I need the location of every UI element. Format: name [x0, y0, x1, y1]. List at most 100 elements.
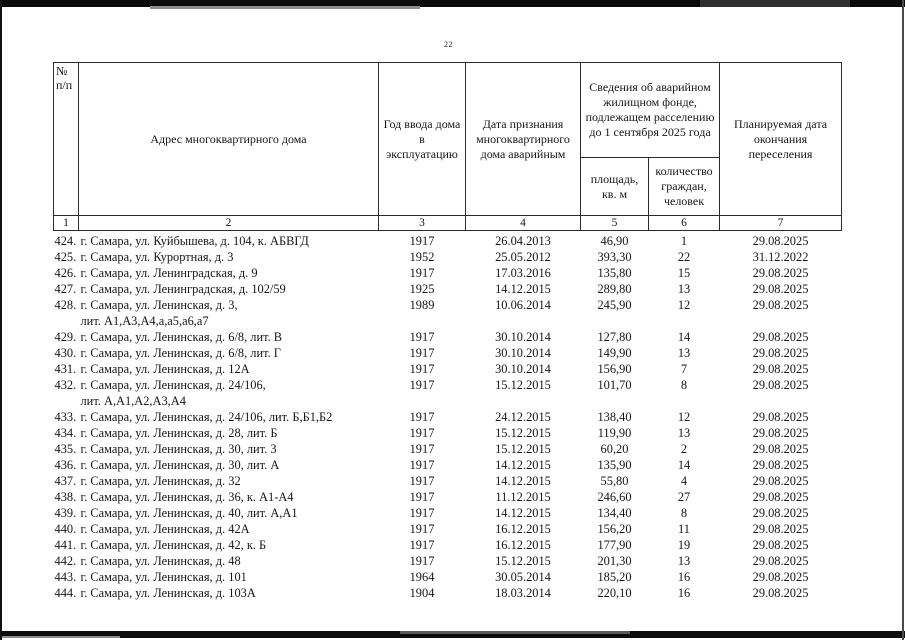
column-number: 1 [53, 215, 79, 231]
cell-planned-date: 31.12.2022 [752, 250, 809, 264]
cell-recognition-date: 30.10.2014 [495, 346, 551, 360]
table-row: 434. г. Самара, ул. Ленинская, д. 28, лит… [54, 425, 842, 441]
column-number: 2 [78, 215, 379, 231]
cell-commission-year: 1917 [409, 410, 435, 424]
cell-address: г. Самара, ул. Ленинская, д. 30, лит. 3 [79, 441, 379, 457]
header-citizens: количество граждан, человек [647, 157, 721, 216]
column-number: 4 [465, 215, 581, 231]
address-line: г. Самара, ул. Куйбышева, д. 104, к. АБВ… [80, 234, 309, 248]
address-line: г. Самара, ул. Ленинская, д. 36, к. А1-А… [80, 490, 294, 504]
cell-planned-date: 29.08.2025 [752, 378, 809, 392]
cell-address: г. Самара, ул. Ленинская, д. 42А [79, 521, 379, 537]
address-line: г. Самара, ул. Ленинская, д. 101 [80, 570, 247, 584]
cell-recognition-date: 17.03.2016 [495, 266, 551, 280]
table-row: 427. г. Самара, ул. Ленинградская, д. 102… [54, 281, 842, 297]
cell-area: 135,90 [597, 458, 632, 472]
cell-recognition-date: 15.12.2015 [495, 378, 551, 392]
cell-area: 220,10 [597, 586, 632, 600]
page-number: 22 [444, 40, 453, 49]
scan-artifact-bottom-gray-2 [0, 636, 120, 638]
cell-recognition-date: 30.10.2014 [495, 330, 551, 344]
cell-area: 127,80 [597, 330, 632, 344]
cell-row-number: 429. [54, 330, 77, 344]
cell-row-number: 427. [54, 282, 77, 296]
table-row: 441. г. Самара, ул. Ленинская, д. 42, к. … [54, 537, 842, 553]
cell-address: г. Самара, ул. Ленинская, д. 103А [79, 585, 379, 601]
table-body: 424. г. Самара, ул. Куйбышева, д. 104, к.… [54, 231, 842, 602]
cell-planned-date: 29.08.2025 [752, 298, 809, 312]
cell-planned-date: 29.08.2025 [752, 330, 809, 344]
address-line: г. Самара, ул. Ленинская, д. 42, к. Б [80, 538, 267, 552]
header-planned-date: Планируемая дата окончания переселения [719, 62, 843, 216]
cell-row-number: 434. [54, 426, 77, 440]
cell-address: г. Самара, ул. Ленинская, д. 42, к. Б [79, 537, 379, 553]
cell-address: г. Самара, ул. Ленинская, д. 24/106, лит.… [79, 377, 379, 409]
cell-area: 138,40 [597, 410, 632, 424]
cell-planned-date: 29.08.2025 [752, 410, 809, 424]
cell-recognition-date: 18.03.2014 [495, 586, 551, 600]
header-fund-info-group: Сведения об аварийном жилищном фонде, по… [579, 62, 721, 158]
cell-recognition-date: 14.12.2015 [495, 474, 551, 488]
cell-planned-date: 29.08.2025 [752, 234, 809, 248]
scan-artifact-top-gray [150, 6, 420, 9]
column-number: 5 [580, 215, 649, 231]
cell-area: 245,90 [597, 298, 632, 312]
cell-row-number: 442. [54, 554, 77, 568]
cell-citizens: 16 [677, 570, 691, 584]
table-row: 438. г. Самара, ул. Ленинская, д. 36, к. … [54, 489, 842, 505]
cell-commission-year: 1917 [409, 474, 435, 488]
cell-citizens: 19 [677, 538, 691, 552]
address-line: г. Самара, ул. Ленинская, д. 6/8, лит. Г [80, 346, 281, 360]
cell-address: г. Самара, ул. Ленинская, д. 36, к. А1-А… [79, 489, 379, 505]
cell-planned-date: 29.08.2025 [752, 538, 809, 552]
cell-area: 149,90 [597, 346, 632, 360]
cell-recognition-date: 11.12.2015 [495, 490, 551, 504]
cell-citizens: 4 [680, 474, 688, 488]
cell-commission-year: 1917 [409, 362, 435, 376]
cell-area: 156,20 [597, 522, 632, 536]
cell-row-number: 435. [54, 442, 77, 456]
cell-citizens: 14 [677, 458, 691, 472]
cell-area: 134,40 [597, 506, 632, 520]
cell-row-number: 428. [54, 298, 77, 312]
cell-citizens: 2 [680, 442, 688, 456]
table-header: № п/п Адрес многоквартирного дома Год вв… [53, 62, 843, 231]
table-row: 436. г. Самара, ул. Ленинская, д. 30, лит… [54, 457, 842, 473]
cell-commission-year: 1917 [409, 522, 435, 536]
table-row: 435. г. Самара, ул. Ленинская, д. 30, лит… [54, 441, 842, 457]
address-line: г. Самара, ул. Ленинская, д. 12А [80, 362, 250, 376]
cell-address: г. Самара, ул. Ленинская, д. 24/106, лит… [79, 409, 379, 425]
cell-row-number: 430. [54, 346, 77, 360]
cell-recognition-date: 24.12.2015 [495, 410, 551, 424]
cell-citizens: 12 [677, 410, 691, 424]
cell-row-number: 431. [54, 362, 77, 376]
cell-address: г. Самара, ул. Ленинская, д. 3, лит. А1,А… [79, 297, 379, 329]
cell-planned-date: 29.08.2025 [752, 362, 809, 376]
cell-commission-year: 1917 [409, 378, 435, 392]
column-number: 3 [378, 215, 466, 231]
cell-recognition-date: 10.06.2014 [495, 298, 551, 312]
cell-area: 46,90 [600, 234, 629, 248]
cell-row-number: 424. [54, 234, 77, 248]
address-line: лит. А,А1,А2,А3,А4 [80, 394, 186, 408]
table-row: 429. г. Самара, ул. Ленинская, д. 6/8, ли… [54, 329, 842, 345]
cell-row-number: 426. [54, 266, 77, 280]
cell-commission-year: 1917 [409, 458, 435, 472]
column-number-row: 1 2 3 4 5 6 7 [53, 215, 843, 231]
cell-commission-year: 1917 [409, 442, 435, 456]
address-line: г. Самара, ул. Ленинская, д. 103А [80, 586, 256, 600]
cell-row-number: 443. [54, 570, 77, 584]
header-area: площадь, кв. м [580, 157, 649, 216]
table-row: 425. г. Самара, ул. Курортная, д. 3 1952 25… [54, 249, 842, 265]
cell-recognition-date: 26.04.2013 [495, 234, 551, 248]
column-number: 6 [647, 215, 721, 231]
cell-address: г. Самара, ул. Ленинская, д. 12А [79, 361, 379, 377]
cell-address: г. Самара, ул. Ленинградская, д. 9 [79, 265, 379, 281]
cell-recognition-date: 14.12.2015 [495, 282, 551, 296]
cell-area: 289,80 [597, 282, 632, 296]
cell-area: 55,80 [600, 474, 629, 488]
cell-commission-year: 1917 [409, 538, 435, 552]
cell-recognition-date: 14.12.2015 [495, 506, 551, 520]
cell-commission-year: 1989 [409, 298, 435, 312]
